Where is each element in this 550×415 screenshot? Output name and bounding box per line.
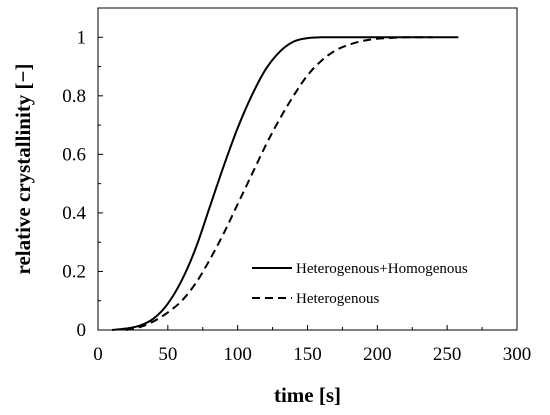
y-tick-label: 0.6	[62, 144, 86, 165]
x-tick-label: 150	[293, 344, 322, 365]
y-tick-label: 0.2	[62, 261, 86, 282]
axes	[97, 7, 518, 331]
y-tick-label: 0.8	[62, 86, 86, 107]
plot-frame	[97, 7, 518, 331]
y-axis-title: relative crystallinity [−]	[11, 63, 35, 274]
y-tick-label: 0	[77, 320, 87, 341]
x-axis-title: time [s]	[274, 383, 341, 407]
x-tick-label: 300	[503, 344, 532, 365]
ticks: 0 50 100 150 200 250 300 0 0.2 0.4 0.6 0.8 1	[62, 27, 531, 365]
series-line-1	[111, 36, 459, 331]
y-tick-label: 0.4	[62, 203, 86, 224]
legend: Heterogenous+Homogenous Heterogenous	[252, 261, 468, 307]
series-line-2	[125, 36, 434, 331]
series-lines	[111, 36, 459, 331]
x-tick-label: 50	[158, 344, 177, 365]
x-tick-label: 200	[363, 344, 392, 365]
x-tick-label: 100	[223, 344, 252, 365]
y-tick-label: 1	[77, 27, 87, 48]
x-tick-label: 0	[93, 344, 103, 365]
legend-label-2: Heterogenous	[296, 291, 379, 307]
legend-label-1: Heterogenous+Homogenous	[296, 261, 468, 277]
x-tick-label: 250	[433, 344, 462, 365]
